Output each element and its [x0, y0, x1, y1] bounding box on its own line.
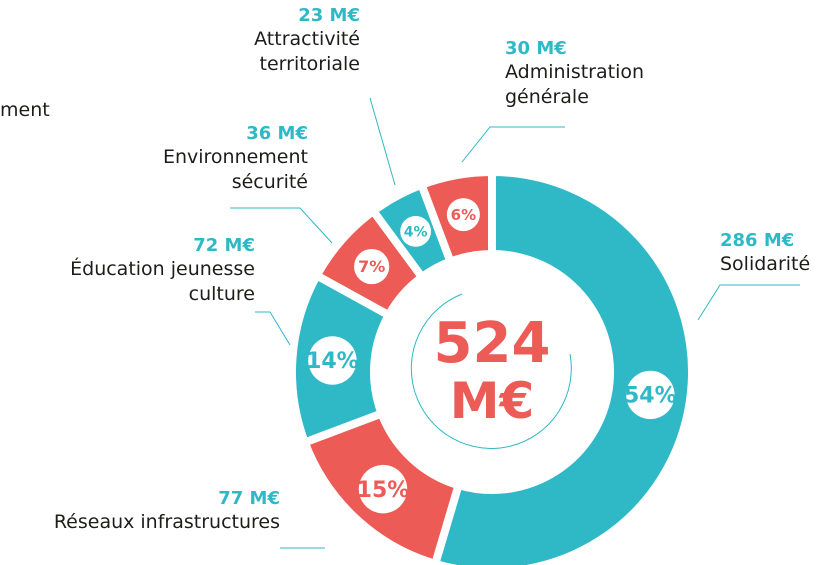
leader-line — [369, 97, 396, 186]
segment-label: 23 M€ Attractivité territoriale — [254, 5, 360, 77]
segment-name: Réseaux infrastructures — [53, 511, 280, 533]
leader-line — [697, 284, 800, 321]
leader-line — [461, 126, 565, 163]
segment-label: 30 M€ Administration générale — [505, 38, 644, 110]
percent-badge — [446, 198, 480, 232]
percent-badge — [358, 464, 408, 514]
segment-name: Éducation jeunesse culture — [70, 258, 255, 305]
segment-amount: 286 M€ — [720, 230, 795, 251]
leader-line — [255, 311, 291, 346]
segment-amount: 36 M€ — [246, 123, 308, 144]
center-arc — [410, 293, 572, 449]
center-number: 524 — [434, 311, 551, 376]
donut-segment — [431, 168, 696, 565]
percent-label: 15% — [357, 478, 410, 503]
segment-name: Administration générale — [505, 61, 645, 108]
segment-amount: 23 M€ — [298, 5, 360, 26]
percent-label: 7% — [358, 257, 385, 276]
segment-name: Attractivité territoriale — [254, 28, 360, 75]
segment-label: 72 M€ Éducation jeunesse culture — [70, 235, 255, 307]
segment-label: 36 M€ Environnement sécurité — [163, 123, 308, 195]
segment-amount: 30 M€ — [505, 38, 567, 59]
segment-name: Environnement sécurité — [162, 146, 308, 193]
percent-label: 54% — [624, 384, 677, 409]
percent-badge — [400, 216, 432, 247]
percent-badge — [626, 370, 675, 420]
percent-badge — [354, 248, 390, 285]
segment-label: 77 M€ Réseaux infrastructures — [54, 488, 280, 535]
percent-label: 14% — [306, 349, 359, 374]
percent-label: 6% — [451, 206, 476, 224]
cut-off-text: ment — [0, 99, 50, 121]
segment-label: 286 M€ Solidarité — [720, 230, 810, 277]
segment-name: Solidarité — [720, 253, 811, 275]
percent-badge — [308, 336, 357, 385]
percent-label: 4% — [404, 224, 428, 240]
segment-amount: 77 M€ — [218, 488, 280, 509]
center-unit: M€ — [450, 372, 535, 430]
segment-amount: 72 M€ — [193, 235, 255, 256]
leader-line — [230, 207, 333, 244]
